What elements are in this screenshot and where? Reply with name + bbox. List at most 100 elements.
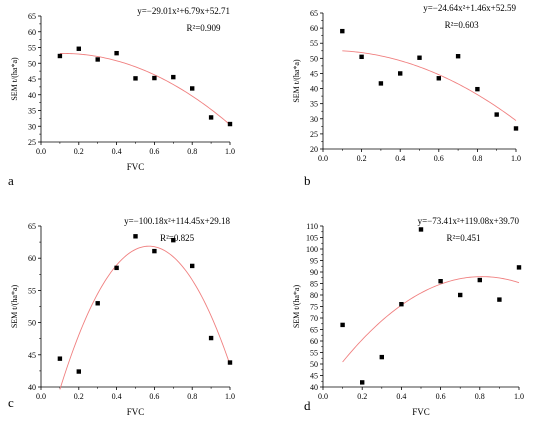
data-point bbox=[340, 322, 345, 328]
data-point bbox=[152, 75, 157, 81]
data-point bbox=[458, 292, 463, 298]
y-tick-label: 65 bbox=[28, 222, 36, 231]
x-tick-label: 0.4 bbox=[396, 392, 406, 401]
y-tick-label: 25 bbox=[28, 138, 36, 147]
data-point bbox=[95, 301, 100, 306]
y-tick-label: 40 bbox=[310, 383, 318, 392]
x-tick-label: 1.0 bbox=[225, 392, 235, 401]
data-point bbox=[477, 277, 482, 283]
y-tick-label: 45 bbox=[310, 69, 318, 78]
y-tick-label: 40 bbox=[28, 91, 36, 100]
fit-equation: y=−24.64x²+1.46x+52.59 bbox=[423, 3, 516, 13]
y-tick-label: 50 bbox=[28, 59, 36, 68]
x-tick-label: 0.4 bbox=[112, 392, 122, 401]
data-point bbox=[455, 54, 461, 59]
x-tick-label: 1.0 bbox=[511, 154, 521, 163]
x-tick-label: 0.8 bbox=[187, 147, 197, 156]
y-tick-label: 75 bbox=[310, 303, 318, 312]
data-point bbox=[208, 115, 214, 120]
x-tick-label: 1.0 bbox=[225, 147, 235, 156]
data-point bbox=[76, 46, 81, 51]
x-axis-label: FVC bbox=[127, 407, 145, 417]
data-point bbox=[438, 279, 443, 284]
data-point bbox=[513, 126, 519, 131]
x-tick-label: 0.2 bbox=[74, 147, 84, 156]
fit-curve bbox=[342, 50, 517, 121]
panel-label: d bbox=[304, 398, 311, 413]
data-point bbox=[208, 335, 214, 341]
x-axis-label: FVC bbox=[412, 407, 430, 417]
y-tick-label: 60 bbox=[28, 254, 36, 263]
panel-a: 0.0 0.2 0.4 0.6 0.8 1.0 25 30 35 40 45 50 55 60 65 SEM … bbox=[8, 6, 235, 188]
y-tick-label: 80 bbox=[310, 291, 318, 300]
y-tick-label: 45 bbox=[28, 351, 36, 360]
data-point bbox=[360, 380, 365, 385]
panel-label: b bbox=[304, 173, 311, 188]
panel-label: a bbox=[8, 173, 14, 188]
y-tick-label: 65 bbox=[28, 12, 36, 21]
y-tick-label: 50 bbox=[310, 54, 318, 63]
x-tick-label: 0.4 bbox=[112, 147, 122, 156]
y-tick-label: 95 bbox=[310, 257, 318, 266]
x-tick-label: 0.6 bbox=[149, 392, 159, 401]
fit-curve bbox=[59, 245, 231, 390]
y-tick-label: 60 bbox=[28, 28, 36, 37]
y-tick-label: 50 bbox=[28, 319, 36, 328]
x-tick-label: 0.0 bbox=[36, 392, 46, 401]
x-tick-label: 0.8 bbox=[475, 392, 485, 401]
data-point bbox=[516, 265, 522, 270]
x-tick-label: 0.8 bbox=[187, 392, 197, 401]
data-point bbox=[171, 237, 176, 243]
data-point bbox=[417, 55, 422, 60]
data-point bbox=[418, 227, 424, 232]
x-tick-label: 1.0 bbox=[514, 392, 524, 401]
y-tick-label: 20 bbox=[310, 145, 318, 154]
y-tick-label: 40 bbox=[310, 85, 318, 94]
panel-d: 0.0 0.2 0.4 0.6 0.8 1.0 40 45 50 55 60 65 70 75 80 85 90… bbox=[292, 216, 524, 417]
data-point bbox=[190, 263, 195, 269]
data-point bbox=[57, 53, 63, 59]
y-tick-label: 105 bbox=[306, 234, 318, 243]
panel-b: 0.0 0.2 0.4 0.6 0.8 1.0 20 25 30 35 40 45 50 55 60 65 SE… bbox=[292, 3, 521, 188]
x-tick-label: 0.6 bbox=[436, 392, 446, 401]
y-tick-label: 50 bbox=[310, 360, 318, 369]
y-tick-label: 60 bbox=[310, 337, 318, 346]
data-point bbox=[359, 54, 364, 60]
x-tick-label: 0.0 bbox=[36, 147, 46, 156]
data-point bbox=[436, 76, 441, 81]
data-point bbox=[190, 86, 195, 91]
data-point bbox=[379, 354, 384, 360]
y-axis-label: SEM t/(ha*a) bbox=[10, 57, 19, 101]
y-tick-label: 90 bbox=[310, 268, 318, 277]
y-tick-label: 55 bbox=[28, 44, 36, 53]
data-point bbox=[398, 71, 403, 76]
y-tick-label: 45 bbox=[28, 75, 36, 84]
data-point bbox=[227, 121, 233, 127]
x-axis-label: FVC bbox=[127, 162, 145, 172]
fit-curve bbox=[59, 53, 231, 126]
fit-equation: y=−29.01x²+6.79x+52.71 bbox=[137, 6, 230, 16]
y-axis-label: SEM t/(ha*a) bbox=[10, 285, 19, 329]
y-tick-label: 55 bbox=[28, 286, 36, 295]
y-tick-label: 70 bbox=[310, 314, 318, 323]
y-axis-label: SEM t/(ha*a) bbox=[292, 285, 301, 329]
y-tick-label: 25 bbox=[310, 130, 318, 139]
y-tick-label: 65 bbox=[310, 326, 318, 335]
panel-c: 0.0 0.2 0.4 0.6 0.8 1.0 40 45 50 55 60 65 SEM t/(ha*… bbox=[8, 216, 235, 417]
y-tick-label: 35 bbox=[28, 107, 36, 116]
data-point bbox=[114, 50, 119, 56]
data-point bbox=[497, 297, 502, 302]
y-tick-label: 40 bbox=[28, 383, 36, 392]
r-squared: R²=0.451 bbox=[446, 233, 480, 243]
x-tick-label: 0.2 bbox=[74, 392, 84, 401]
x-tick-label: 0.8 bbox=[472, 154, 482, 163]
y-tick-label: 55 bbox=[310, 39, 318, 48]
y-tick-label: 45 bbox=[310, 372, 318, 381]
panel-label: c bbox=[8, 395, 14, 410]
data-point bbox=[57, 356, 63, 361]
data-point bbox=[95, 57, 100, 62]
x-tick-label: 0.0 bbox=[318, 392, 328, 401]
y-tick-label: 30 bbox=[310, 115, 318, 124]
y-tick-label: 85 bbox=[310, 280, 318, 289]
